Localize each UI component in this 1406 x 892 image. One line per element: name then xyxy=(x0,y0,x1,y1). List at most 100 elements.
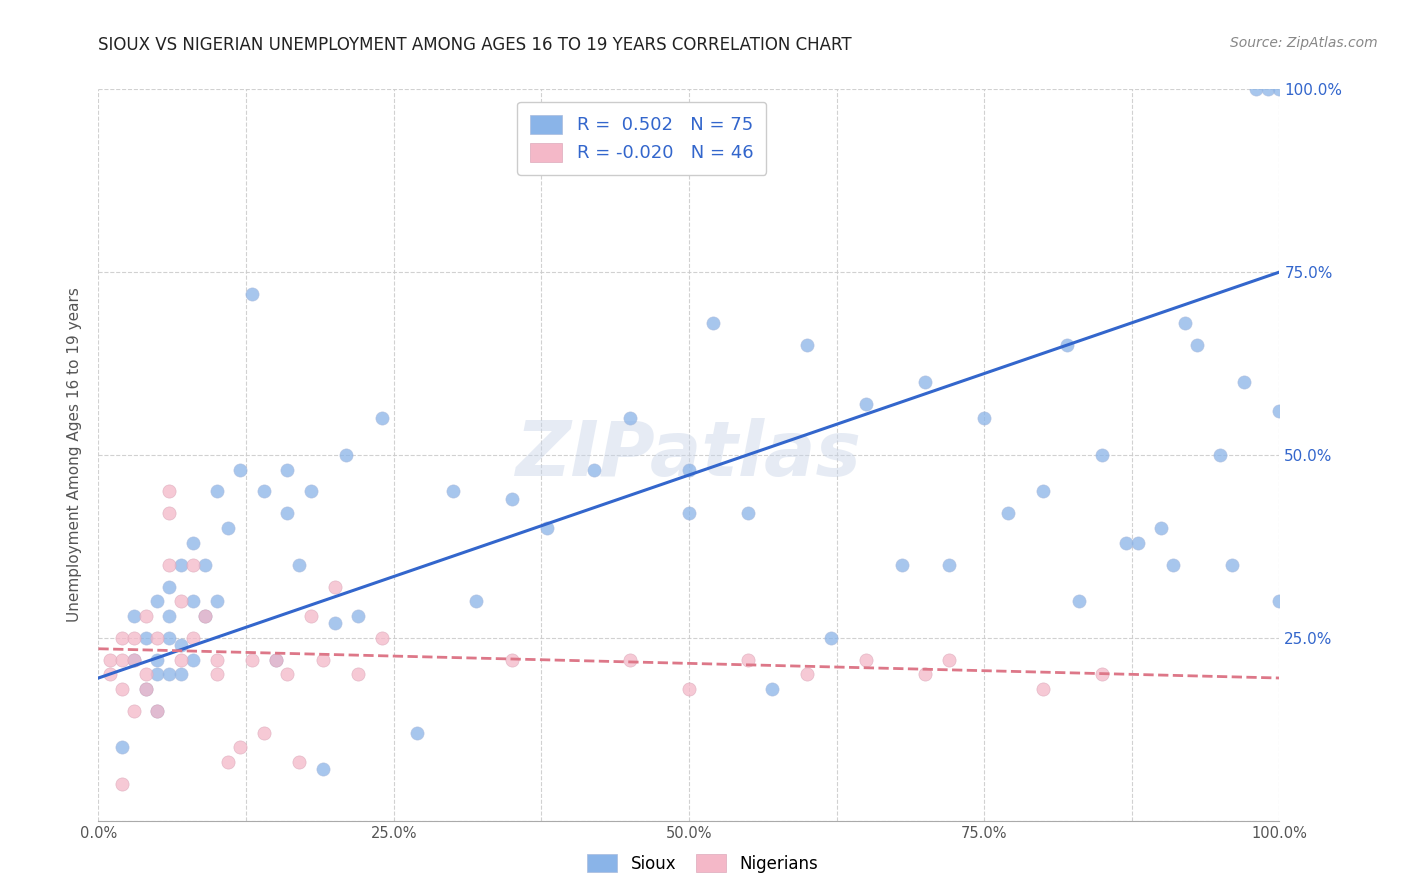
Point xyxy=(536,521,558,535)
Point xyxy=(441,484,464,499)
Point xyxy=(157,608,180,623)
Point xyxy=(938,653,960,667)
Point xyxy=(1126,535,1149,549)
Point xyxy=(737,507,759,521)
Point xyxy=(111,777,134,791)
Point xyxy=(157,484,180,499)
Point xyxy=(135,631,157,645)
Point xyxy=(619,653,641,667)
Point xyxy=(855,397,877,411)
Point xyxy=(205,484,228,499)
Point xyxy=(276,667,298,681)
Point xyxy=(335,448,357,462)
Point xyxy=(890,558,912,572)
Point xyxy=(146,631,169,645)
Point xyxy=(820,631,842,645)
Point xyxy=(914,375,936,389)
Point xyxy=(288,558,311,572)
Point xyxy=(135,681,157,696)
Point xyxy=(678,462,700,476)
Point xyxy=(122,704,145,718)
Point xyxy=(157,667,180,681)
Point xyxy=(1174,316,1197,330)
Point xyxy=(146,653,169,667)
Point xyxy=(1161,558,1184,572)
Text: SIOUX VS NIGERIAN UNEMPLOYMENT AMONG AGES 16 TO 19 YEARS CORRELATION CHART: SIOUX VS NIGERIAN UNEMPLOYMENT AMONG AGE… xyxy=(98,36,852,54)
Point xyxy=(1220,558,1243,572)
Point xyxy=(855,653,877,667)
Point xyxy=(938,558,960,572)
Point xyxy=(194,558,217,572)
Point xyxy=(737,653,759,667)
Y-axis label: Unemployment Among Ages 16 to 19 years: Unemployment Among Ages 16 to 19 years xyxy=(67,287,83,623)
Point xyxy=(1150,521,1173,535)
Point xyxy=(312,653,335,667)
Point xyxy=(217,521,239,535)
Point xyxy=(122,653,145,667)
Point xyxy=(146,594,169,608)
Point xyxy=(1056,338,1078,352)
Point xyxy=(98,667,121,681)
Point xyxy=(1115,535,1137,549)
Point xyxy=(1091,667,1114,681)
Point xyxy=(170,638,193,652)
Point xyxy=(98,653,121,667)
Point xyxy=(135,608,157,623)
Point xyxy=(181,535,204,549)
Point xyxy=(276,507,298,521)
Point xyxy=(181,594,204,608)
Point xyxy=(312,763,335,777)
Point xyxy=(371,631,394,645)
Point xyxy=(1244,82,1267,96)
Point xyxy=(1067,594,1090,608)
Point xyxy=(997,507,1019,521)
Point xyxy=(914,667,936,681)
Point xyxy=(1268,594,1291,608)
Point xyxy=(170,653,193,667)
Point xyxy=(253,726,276,740)
Point xyxy=(181,558,204,572)
Point xyxy=(299,484,322,499)
Point xyxy=(761,681,783,696)
Point xyxy=(973,411,995,425)
Point xyxy=(111,740,134,755)
Point xyxy=(1209,448,1232,462)
Point xyxy=(111,653,134,667)
Point xyxy=(146,704,169,718)
Point xyxy=(406,726,429,740)
Point xyxy=(205,594,228,608)
Point xyxy=(1032,681,1054,696)
Point xyxy=(111,631,134,645)
Point xyxy=(678,681,700,696)
Point xyxy=(1268,404,1291,418)
Text: Source: ZipAtlas.com: Source: ZipAtlas.com xyxy=(1230,36,1378,50)
Legend: R =  0.502   N = 75, R = -0.020   N = 46: R = 0.502 N = 75, R = -0.020 N = 46 xyxy=(517,102,766,175)
Point xyxy=(347,667,370,681)
Point xyxy=(288,755,311,769)
Point xyxy=(217,755,239,769)
Text: ZIPatlas: ZIPatlas xyxy=(516,418,862,491)
Point xyxy=(170,667,193,681)
Point xyxy=(1233,375,1256,389)
Point xyxy=(229,740,252,755)
Point xyxy=(157,558,180,572)
Point xyxy=(1032,484,1054,499)
Point xyxy=(240,653,263,667)
Point xyxy=(157,631,180,645)
Point xyxy=(157,507,180,521)
Point xyxy=(170,594,193,608)
Point xyxy=(194,608,217,623)
Point xyxy=(796,667,818,681)
Point xyxy=(1091,448,1114,462)
Point xyxy=(1185,338,1208,352)
Point xyxy=(796,338,818,352)
Point xyxy=(170,558,193,572)
Point xyxy=(619,411,641,425)
Point xyxy=(347,608,370,623)
Point xyxy=(205,667,228,681)
Point xyxy=(1268,82,1291,96)
Point xyxy=(501,491,523,506)
Point xyxy=(181,653,204,667)
Point xyxy=(135,667,157,681)
Point xyxy=(111,681,134,696)
